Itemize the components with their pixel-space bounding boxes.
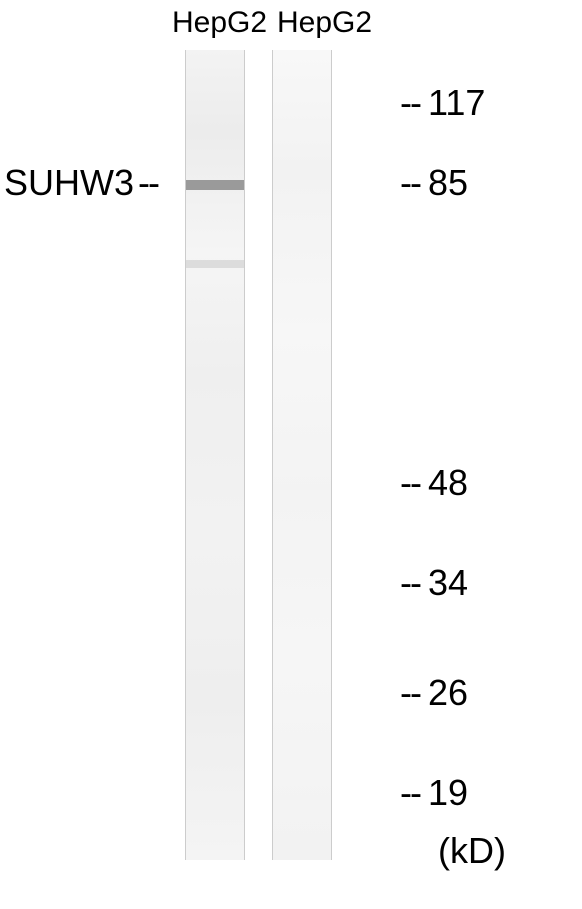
mw-dash: -- <box>400 562 420 604</box>
mw-value: 48 <box>428 462 468 504</box>
unit-label: (kD) <box>438 830 506 872</box>
lane-strip <box>272 50 332 860</box>
protein-name-text: SUHW3 <box>4 162 134 204</box>
mw-dash: -- <box>400 462 420 504</box>
mw-value: 19 <box>428 772 468 814</box>
western-blot-figure: { "protein": { "label": "SUHW3", "dash":… <box>0 0 582 909</box>
mw-dash: -- <box>400 162 420 204</box>
mw-value: 34 <box>428 562 468 604</box>
mw-value: 117 <box>428 82 485 124</box>
mw-dash: -- <box>400 772 420 814</box>
mw-value: 26 <box>428 672 468 714</box>
mw-marker: --117 <box>400 82 485 124</box>
lane-label: HepG2 <box>172 6 267 40</box>
protein-label: SUHW3 -- <box>4 162 158 204</box>
mw-value: 85 <box>428 162 468 204</box>
lane-strip <box>185 50 245 860</box>
mw-marker: --26 <box>400 672 468 714</box>
mw-marker: --34 <box>400 562 468 604</box>
mw-marker: --48 <box>400 462 468 504</box>
mw-dash: -- <box>400 672 420 714</box>
blot-band <box>186 260 244 268</box>
protein-dash: -- <box>138 162 158 204</box>
blot-band <box>186 180 244 190</box>
mw-dash: -- <box>400 82 420 124</box>
mw-marker: --85 <box>400 162 468 204</box>
mw-marker: --19 <box>400 772 468 814</box>
lane-label: HepG2 <box>277 6 372 40</box>
